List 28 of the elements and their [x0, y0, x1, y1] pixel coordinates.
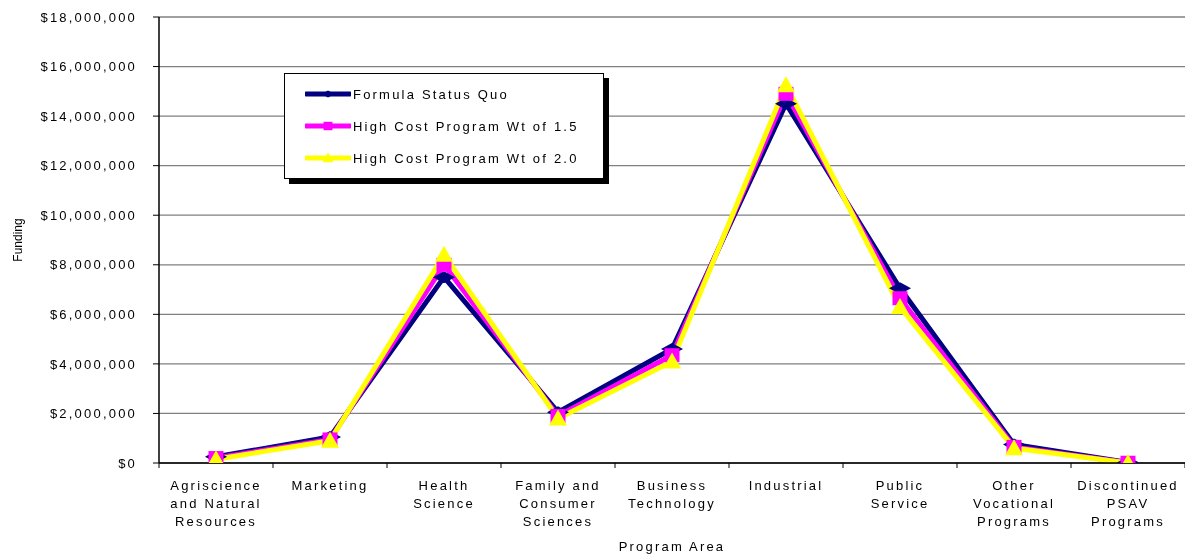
x-tick-label: Health Science — [413, 478, 475, 511]
x-tick-label: Business Technology — [628, 478, 716, 511]
y-tick-label: $10,000,000 — [40, 207, 137, 223]
point — [891, 297, 909, 314]
y-tick-label: $14,000,000 — [40, 108, 137, 124]
legend-label: Formula Status Quo — [353, 86, 509, 102]
y-axis-title: Funding — [11, 218, 26, 262]
y-tick-label: $2,000,000 — [49, 406, 137, 422]
x-tick-label: Agriscience and Natural Resources — [170, 478, 262, 529]
legend-label: High Cost Program Wt of 2.0 — [353, 150, 579, 166]
legend-label: High Cost Program Wt of 1.5 — [353, 118, 579, 134]
point — [663, 352, 681, 369]
y-tick-label: $0 — [118, 455, 137, 471]
x-tick-label: Marketing — [291, 478, 369, 493]
x-axis-title: Program Area — [618, 539, 726, 554]
point — [777, 76, 795, 93]
y-tick-label: $18,000,000 — [40, 9, 137, 25]
y-tick-label: $16,000,000 — [40, 59, 137, 75]
y-tick-label: $6,000,000 — [49, 306, 137, 322]
y-tick-label: $8,000,000 — [49, 257, 137, 273]
x-tick-label: Public Service — [870, 478, 930, 511]
x-tick-label: Family and Consumer Sciences — [515, 478, 601, 529]
y-tick-label: $12,000,000 — [40, 158, 137, 174]
x-tick-label: Discontinued PSAV Programs — [1077, 478, 1179, 529]
x-tick-label: Industrial — [748, 478, 824, 493]
point — [435, 245, 453, 262]
x-tick-label: Other Vocational Programs — [973, 478, 1055, 529]
y-tick-label: $4,000,000 — [49, 356, 137, 372]
